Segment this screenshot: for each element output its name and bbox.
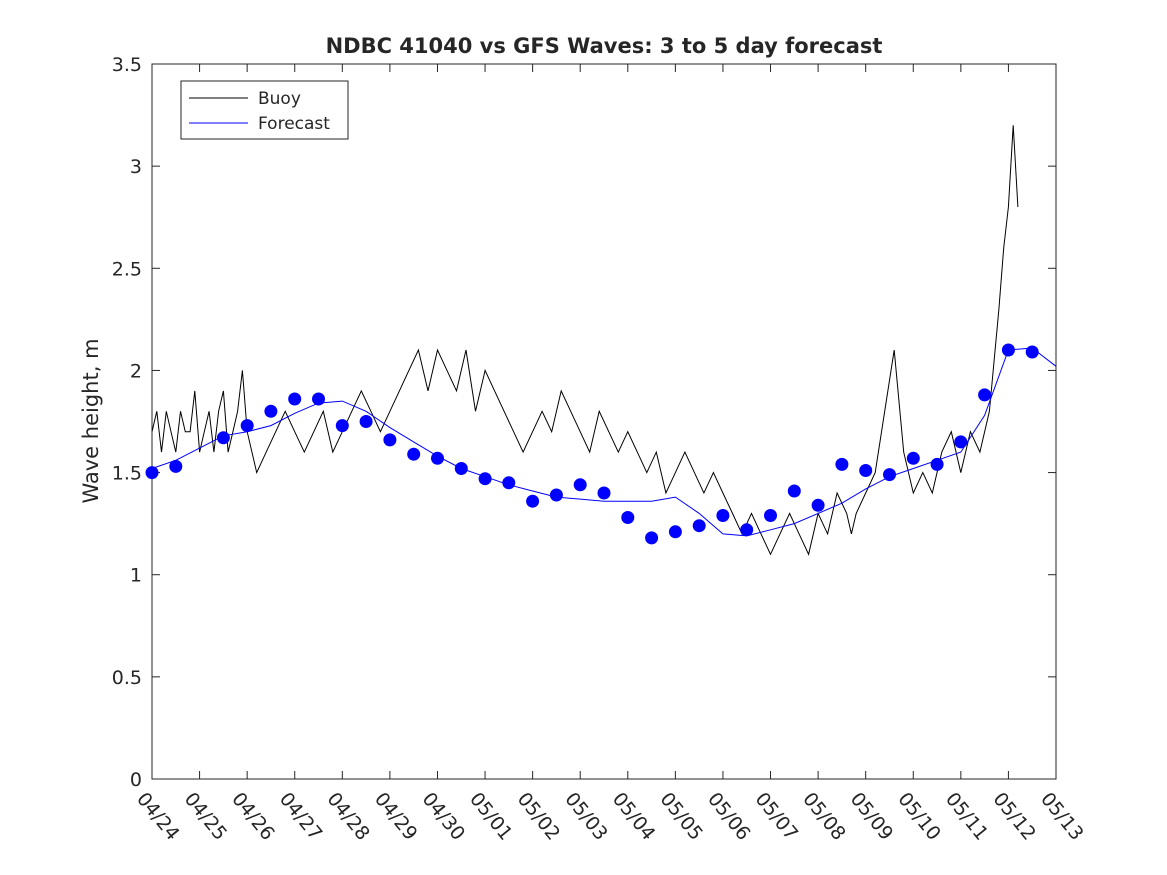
x-tick-label: 05/06 <box>703 788 755 844</box>
x-tick-label: 05/11 <box>941 788 993 844</box>
forecast-point <box>835 457 849 471</box>
forecast-point <box>145 466 159 480</box>
forecast-point <box>859 464 873 477</box>
buoy-series-line <box>151 125 1019 556</box>
forecast-point <box>787 484 801 498</box>
forecast-point <box>930 457 944 471</box>
forecast-point <box>312 392 325 406</box>
forecast-point <box>216 431 230 445</box>
x-tick-label: 05/07 <box>751 788 803 844</box>
forecast-series-line <box>151 347 1057 537</box>
x-tick-label: 05/12 <box>989 788 1041 844</box>
x-tick-label: 05/05 <box>655 788 707 844</box>
forecast-point <box>383 433 397 447</box>
forecast-point <box>478 472 492 486</box>
forecast-markers <box>145 343 1039 545</box>
forecast-point <box>740 523 754 537</box>
forecast-point <box>1025 345 1039 359</box>
x-tick-label: 05/10 <box>893 788 945 844</box>
y-tick-label: 0 <box>130 769 142 791</box>
forecast-point <box>169 459 183 473</box>
forecast-point <box>954 435 968 449</box>
legend-buoy-label: Buoy <box>258 89 301 109</box>
x-tick-label: 04/28 <box>322 788 374 844</box>
forecast-point <box>288 392 302 406</box>
legend-forecast-label: Forecast <box>258 114 330 134</box>
x-tick-label: 05/03 <box>560 788 612 844</box>
forecast-point <box>906 451 920 465</box>
forecast-point <box>454 462 468 475</box>
forecast-point <box>978 388 992 402</box>
forecast-point <box>549 488 563 502</box>
forecast-point <box>811 498 825 512</box>
forecast-point <box>240 419 254 433</box>
x-tick-label: 04/26 <box>227 788 279 844</box>
x-tick-label: 04/24 <box>132 788 184 844</box>
chart-title: NDBC 41040 vs GFS Waves: 3 to 5 day fore… <box>326 34 883 58</box>
y-axis-label: Wave height, m <box>79 338 103 503</box>
forecast-point <box>335 419 349 433</box>
forecast-point <box>764 509 777 522</box>
y-tick-label: 2.5 <box>112 258 142 280</box>
y-tick-label: 1 <box>130 565 142 587</box>
x-tick-label: 04/27 <box>275 788 327 844</box>
x-tick-label: 05/13 <box>1036 788 1088 844</box>
forecast-point <box>431 451 444 465</box>
x-tick-label: 04/25 <box>180 788 232 844</box>
forecast-point <box>573 478 587 492</box>
x-tick-label: 05/08 <box>798 788 850 844</box>
series-layer <box>151 125 1057 556</box>
forecast-point <box>264 404 278 418</box>
y-axis-ticks: 0 0.5 1 1.5 2 2.5 3 3.5 <box>112 54 1056 791</box>
x-tick-label: 04/29 <box>370 788 422 844</box>
forecast-point <box>645 531 659 545</box>
forecast-point <box>668 525 682 539</box>
forecast-point <box>1001 343 1015 357</box>
forecast-point <box>883 468 896 482</box>
forecast-point <box>597 486 611 500</box>
legend: Buoy Forecast <box>180 80 349 140</box>
x-tick-label: 05/01 <box>465 788 517 844</box>
forecast-point <box>526 494 540 508</box>
x-tick-label: 05/04 <box>608 788 660 844</box>
forecast-point <box>621 511 635 524</box>
y-tick-label: 1.5 <box>112 463 142 485</box>
y-tick-label: 3.5 <box>112 54 142 76</box>
legend-box <box>180 80 349 140</box>
y-tick-label: 3 <box>130 156 142 178</box>
forecast-point <box>716 509 730 522</box>
forecast-point <box>502 476 516 490</box>
x-tick-label: 05/02 <box>513 788 565 844</box>
y-tick-label: 2 <box>130 360 142 382</box>
x-tick-label: 04/30 <box>418 788 470 844</box>
forecast-point <box>407 447 421 461</box>
x-tick-label: 05/09 <box>846 788 898 844</box>
y-tick-label: 0.5 <box>112 667 142 689</box>
forecast-point <box>692 519 706 533</box>
forecast-point <box>359 415 373 428</box>
